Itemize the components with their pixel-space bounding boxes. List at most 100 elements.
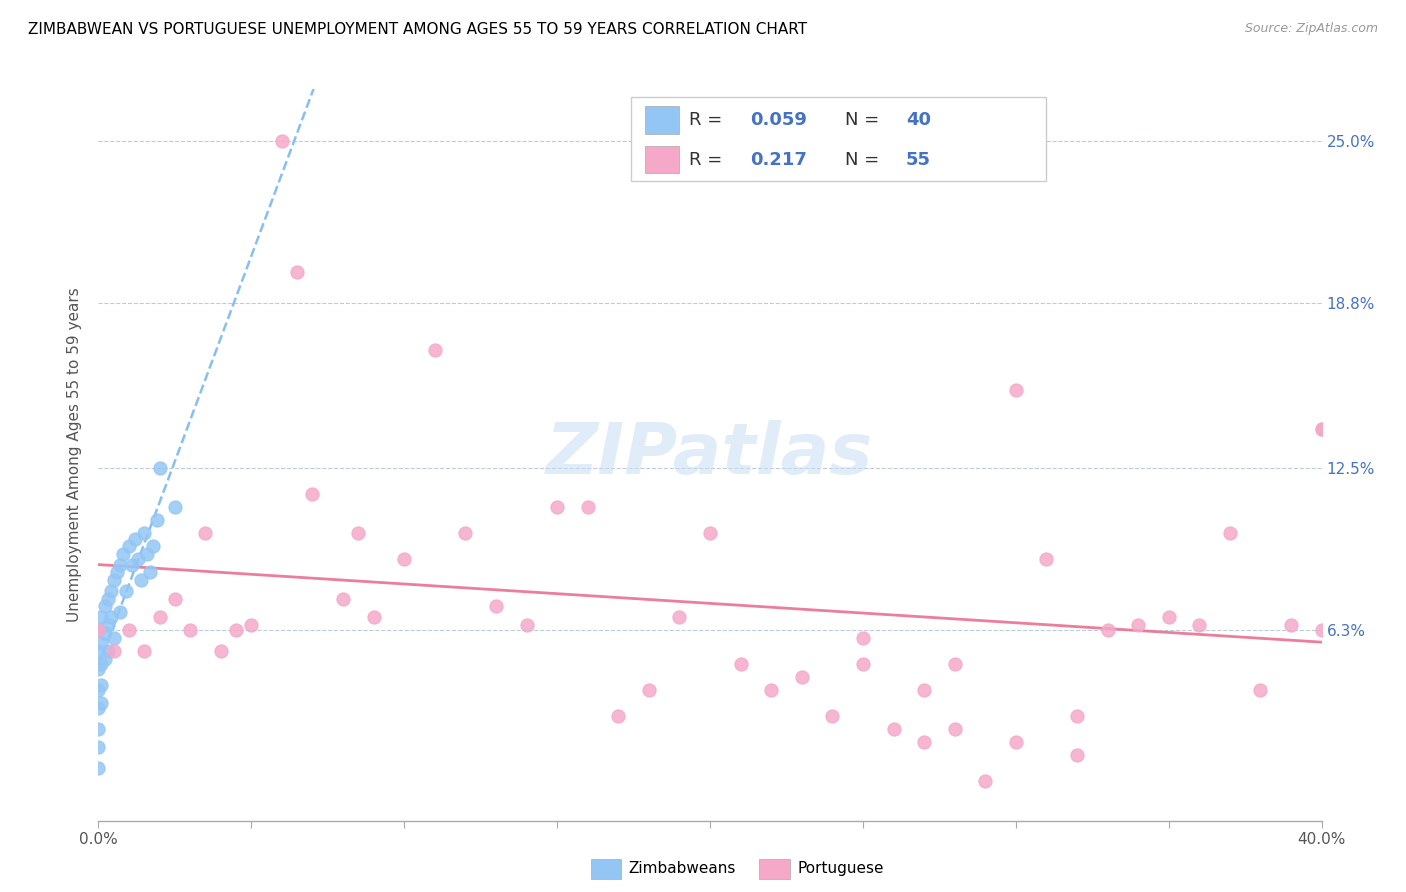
Point bbox=[912, 683, 935, 698]
Text: 0.059: 0.059 bbox=[751, 112, 807, 129]
Point bbox=[576, 500, 599, 515]
Point bbox=[852, 631, 875, 645]
Point bbox=[270, 135, 292, 149]
Point bbox=[108, 605, 131, 619]
Point bbox=[87, 701, 110, 715]
Point bbox=[392, 552, 416, 566]
Point bbox=[127, 552, 149, 566]
Point bbox=[179, 623, 201, 637]
Point bbox=[1279, 617, 1302, 632]
Text: Source: ZipAtlas.com: Source: ZipAtlas.com bbox=[1244, 22, 1378, 36]
Point bbox=[912, 735, 935, 749]
Point bbox=[118, 623, 141, 637]
Point bbox=[97, 644, 120, 658]
Point bbox=[1035, 552, 1057, 566]
Point bbox=[134, 644, 156, 658]
Point bbox=[115, 583, 138, 598]
Point bbox=[118, 539, 141, 553]
Point bbox=[1310, 623, 1333, 637]
Point bbox=[225, 623, 247, 637]
Bar bbox=[645, 145, 679, 174]
Point bbox=[1066, 748, 1088, 763]
Point bbox=[103, 574, 125, 588]
Bar bbox=[645, 106, 679, 134]
Point bbox=[87, 623, 110, 637]
Point bbox=[1097, 623, 1119, 637]
Point bbox=[90, 696, 112, 710]
Point bbox=[1004, 735, 1026, 749]
Point bbox=[103, 644, 125, 658]
Point bbox=[637, 683, 661, 698]
Point bbox=[93, 625, 115, 640]
Point bbox=[108, 558, 131, 572]
Point bbox=[100, 610, 122, 624]
Point bbox=[454, 526, 477, 541]
Point bbox=[87, 683, 110, 698]
Point bbox=[139, 566, 162, 580]
Point bbox=[100, 583, 122, 598]
Point bbox=[883, 723, 905, 737]
Text: 40: 40 bbox=[905, 112, 931, 129]
Text: R =: R = bbox=[689, 112, 728, 129]
Point bbox=[90, 657, 112, 671]
Point bbox=[97, 617, 120, 632]
Point bbox=[87, 761, 110, 775]
Point bbox=[943, 723, 966, 737]
Point bbox=[790, 670, 813, 684]
Text: N =: N = bbox=[845, 151, 884, 169]
Point bbox=[111, 547, 134, 561]
Point bbox=[149, 610, 172, 624]
Point bbox=[105, 566, 128, 580]
Text: ZIMBABWEAN VS PORTUGUESE UNEMPLOYMENT AMONG AGES 55 TO 59 YEARS CORRELATION CHAR: ZIMBABWEAN VS PORTUGUESE UNEMPLOYMENT AM… bbox=[28, 22, 807, 37]
Point bbox=[90, 678, 112, 692]
Point bbox=[759, 683, 782, 698]
Point bbox=[87, 662, 110, 676]
Y-axis label: Unemployment Among Ages 55 to 59 years: Unemployment Among Ages 55 to 59 years bbox=[66, 287, 82, 623]
Text: R =: R = bbox=[689, 151, 728, 169]
Point bbox=[163, 591, 186, 606]
Text: N =: N = bbox=[845, 112, 884, 129]
Point bbox=[142, 539, 165, 553]
Text: 0.217: 0.217 bbox=[751, 151, 807, 169]
Point bbox=[668, 610, 690, 624]
Point bbox=[974, 774, 997, 789]
Point bbox=[423, 343, 446, 358]
Text: 55: 55 bbox=[905, 151, 931, 169]
Point bbox=[1157, 610, 1180, 624]
Point bbox=[145, 513, 167, 527]
Text: Portuguese: Portuguese bbox=[797, 862, 884, 876]
Point bbox=[93, 599, 115, 614]
Point bbox=[209, 644, 232, 658]
Point bbox=[1310, 422, 1333, 436]
Point bbox=[240, 617, 263, 632]
Point bbox=[90, 636, 112, 650]
Point bbox=[1128, 617, 1150, 632]
Point bbox=[1310, 422, 1333, 436]
Point bbox=[149, 461, 172, 475]
Point bbox=[607, 709, 630, 723]
Point bbox=[821, 709, 844, 723]
Point bbox=[121, 558, 143, 572]
FancyBboxPatch shape bbox=[630, 96, 1046, 180]
Point bbox=[87, 723, 110, 737]
Point bbox=[103, 631, 125, 645]
Text: Zimbabweans: Zimbabweans bbox=[628, 862, 735, 876]
Point bbox=[1066, 709, 1088, 723]
Point bbox=[332, 591, 354, 606]
Point bbox=[87, 740, 110, 755]
Point bbox=[546, 500, 568, 515]
Point bbox=[516, 617, 538, 632]
Point bbox=[129, 574, 152, 588]
Point bbox=[136, 547, 159, 561]
Point bbox=[87, 644, 110, 658]
Point bbox=[730, 657, 752, 671]
Point bbox=[93, 651, 115, 665]
Point bbox=[124, 532, 146, 546]
Point bbox=[90, 610, 112, 624]
Point bbox=[194, 526, 217, 541]
Point bbox=[97, 591, 120, 606]
Point bbox=[301, 487, 323, 501]
Point bbox=[1188, 617, 1211, 632]
Point bbox=[347, 526, 370, 541]
Point bbox=[943, 657, 966, 671]
